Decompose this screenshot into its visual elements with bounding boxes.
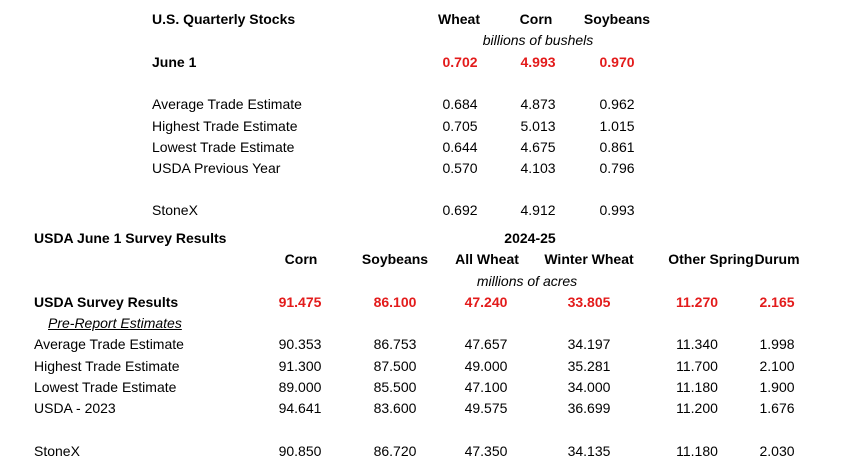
survey-cell: 33.805 (567, 294, 611, 310)
survey-cell: 47.350 (464, 443, 508, 459)
survey-col-durum: Durum (754, 251, 800, 267)
survey-cell: 11.180 (676, 443, 718, 459)
survey-col-soybeans: Soybeans (361, 251, 429, 267)
survey-cell: 86.753 (373, 336, 417, 352)
stocks-cell: 4.993 (520, 54, 556, 70)
stocks-cell: 5.013 (520, 118, 556, 134)
survey-cell: 2.100 (759, 358, 795, 374)
survey-col-all-wheat: All Wheat (455, 251, 519, 267)
stocks-cell: 4.675 (520, 139, 556, 155)
survey-cell: 1.676 (759, 400, 795, 416)
survey-cell: 47.240 (464, 294, 508, 310)
stocks-col-soybeans: Soybeans (583, 11, 651, 27)
stocks-col-wheat: Wheat (438, 11, 480, 27)
survey-cell: 49.575 (464, 400, 508, 416)
survey-cell: 35.281 (567, 358, 611, 374)
stocks-cell: 0.861 (599, 139, 635, 155)
survey-cell: 85.500 (373, 379, 417, 395)
stocks-cell: 0.970 (599, 54, 635, 70)
survey-cell: 11.340 (676, 336, 718, 352)
survey-row-label: USDA - 2023 (34, 400, 116, 416)
stocks-col-corn: Corn (519, 11, 553, 27)
survey-cell: 36.699 (567, 400, 611, 416)
survey-cell: 91.300 (278, 358, 322, 374)
stocks-row-label: Average Trade Estimate (152, 96, 302, 112)
survey-cell: 34.197 (567, 336, 611, 352)
stocks-cell: 0.993 (599, 202, 635, 218)
survey-cell: 83.600 (373, 400, 417, 416)
survey-cell: 47.657 (464, 336, 508, 352)
survey-col-other-spring: Other Spring (668, 251, 754, 267)
survey-cell: 34.135 (567, 443, 611, 459)
stocks-cell: 0.796 (599, 160, 635, 176)
stocks-row-label: USDA Previous Year (152, 160, 281, 176)
survey-cell: 2.165 (759, 294, 795, 310)
survey-cell: 11.180 (676, 379, 718, 395)
survey-cell: 34.000 (567, 379, 611, 395)
stocks-cell: 0.570 (442, 160, 478, 176)
stocks-cell: 0.692 (442, 202, 478, 218)
stocks-cell: 0.705 (442, 118, 478, 134)
survey-row-label: Highest Trade Estimate (34, 358, 180, 374)
stocks-cell: 0.702 (442, 54, 478, 70)
survey-cell: 11.200 (676, 400, 718, 416)
survey-cell: 11.700 (676, 358, 718, 374)
stocks-cell: 1.015 (599, 118, 635, 134)
stocks-title: U.S. Quarterly Stocks (152, 11, 296, 27)
stocks-row-label: Highest Trade Estimate (152, 118, 298, 134)
survey-title: USDA June 1 Survey Results (34, 230, 227, 246)
survey-cell: 11.270 (675, 294, 719, 310)
stocks-row-label: Lowest Trade Estimate (152, 139, 295, 155)
survey-row-label: Average Trade Estimate (34, 336, 184, 352)
survey-cell: 1.998 (759, 336, 795, 352)
survey-col-winter-wheat: Winter Wheat (544, 251, 634, 267)
stocks-row-label: StoneX (152, 202, 198, 218)
survey-row-label: StoneX (34, 443, 80, 459)
survey-units: millions of acres (476, 273, 578, 289)
survey-cell: 86.720 (373, 443, 417, 459)
survey-subheading: Pre-Report Estimates (48, 315, 182, 331)
survey-year: 2024-25 (504, 230, 556, 246)
stocks-cell: 4.103 (520, 160, 556, 176)
survey-cell: 89.000 (278, 379, 322, 395)
survey-cell: 90.850 (278, 443, 322, 459)
stocks-cell: 0.962 (599, 96, 635, 112)
stocks-cell: 4.873 (520, 96, 556, 112)
survey-cell: 87.500 (373, 358, 417, 374)
stocks-cell: 0.644 (442, 139, 478, 155)
survey-col-corn: Corn (284, 251, 318, 267)
stocks-row-label: June 1 (152, 54, 197, 70)
survey-cell: 49.000 (464, 358, 508, 374)
stocks-cell: 4.912 (520, 202, 556, 218)
survey-row-label: Lowest Trade Estimate (34, 379, 177, 395)
survey-cell: 1.900 (759, 379, 795, 395)
survey-cell: 91.475 (278, 294, 322, 310)
stocks-cell: 0.684 (442, 96, 478, 112)
survey-cell: 94.641 (278, 400, 322, 416)
survey-cell: 86.100 (373, 294, 417, 310)
stocks-units: billions of bushels (482, 32, 594, 48)
survey-cell: 47.100 (464, 379, 508, 395)
survey-cell: 2.030 (759, 443, 795, 459)
survey-row-label: USDA Survey Results (34, 294, 179, 310)
survey-cell: 90.353 (278, 336, 322, 352)
